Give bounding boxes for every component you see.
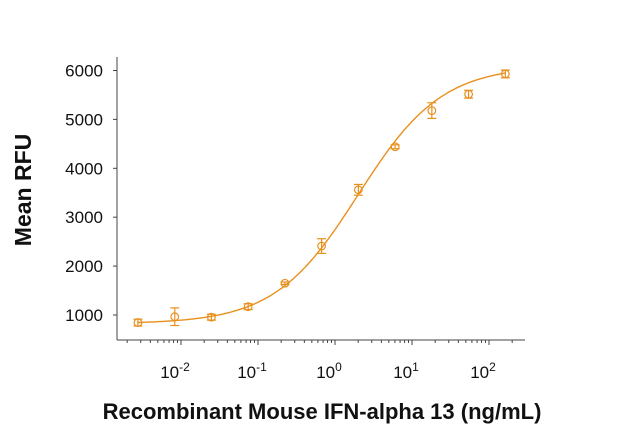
- point-marker: [390, 142, 400, 152]
- y-tick-label: 1000: [65, 306, 103, 325]
- y-tick-label: 6000: [65, 62, 103, 81]
- x-axis-title: Recombinant Mouse IFN-alpha 13 (ng/mL): [103, 399, 542, 424]
- data-point: [427, 102, 437, 120]
- data-point: [243, 302, 253, 312]
- x-tick-label: 102: [470, 360, 496, 382]
- fit-curve: [137, 72, 506, 324]
- y-tick-label: 4000: [65, 159, 103, 178]
- point-marker: [427, 106, 437, 115]
- point-marker: [464, 89, 473, 99]
- fit-curve-group: [137, 72, 506, 324]
- y-tick-label: 5000: [65, 110, 103, 129]
- axes: 1000 2000 3000 4000 5000 6000 10-2 10-1 100 101 10…: [65, 57, 525, 382]
- data-point: [317, 238, 327, 254]
- data-point: [170, 307, 180, 327]
- point-marker: [500, 69, 510, 79]
- point-marker: [317, 241, 327, 251]
- point-marker: [243, 302, 253, 312]
- data-point: [464, 89, 474, 99]
- y-axis-title: Mean RFU: [10, 134, 36, 246]
- x-tick-label: 101: [393, 360, 419, 382]
- data-point: [390, 142, 400, 152]
- point-marker: [280, 278, 290, 288]
- point-marker: [170, 312, 180, 322]
- data-point: [206, 312, 216, 322]
- point-marker: [133, 318, 143, 327]
- x-tick-label: 10-1: [237, 360, 267, 382]
- data-point: [353, 183, 363, 196]
- x-tick-label: 100: [316, 360, 342, 382]
- y-tick-label: 3000: [65, 208, 103, 227]
- point-marker: [206, 312, 216, 322]
- data-point: [500, 69, 510, 79]
- point-marker: [353, 185, 363, 195]
- data-point: [133, 318, 143, 327]
- data-points: [133, 69, 510, 327]
- data-point: [280, 278, 290, 288]
- y-tick-label: 2000: [65, 257, 103, 276]
- x-tick-label: 10-2: [160, 360, 190, 382]
